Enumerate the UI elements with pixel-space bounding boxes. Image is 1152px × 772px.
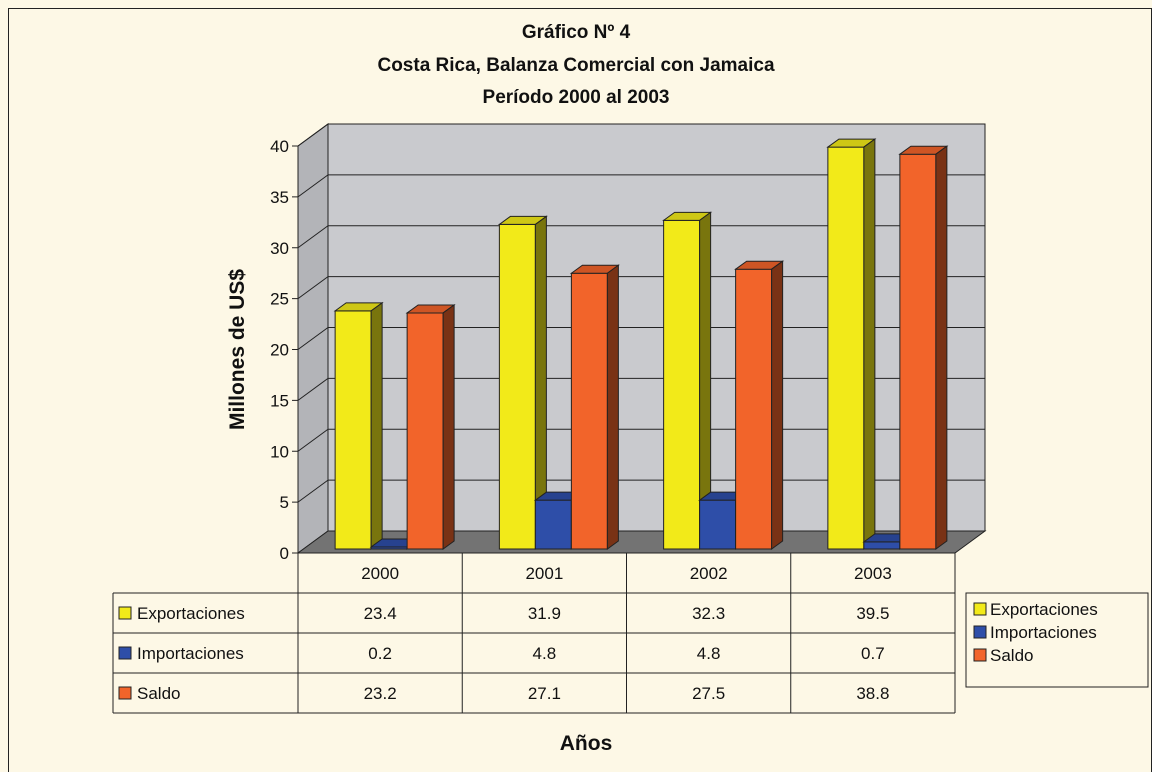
- bar-saldo-2001: [570, 272, 608, 550]
- bar-saldo-2003: [899, 153, 937, 550]
- legend-key: [973, 625, 987, 639]
- bar-saldo-2002: [735, 268, 773, 550]
- gridline-side: [297, 123, 329, 147]
- y-tick-label: 30: [270, 239, 289, 258]
- x-tick-label: 2003: [854, 564, 892, 583]
- bar-saldo-2000: [406, 312, 444, 550]
- bar-exportaciones-2001: [498, 223, 536, 550]
- bar-side-saldo-2002: [771, 260, 784, 550]
- table-cell-value: 27.1: [528, 684, 561, 703]
- y-tick-label: 40: [270, 137, 289, 156]
- table-cell-value: 39.5: [856, 604, 889, 623]
- table-cell-value: 4.8: [697, 644, 721, 663]
- bar-importaciones-2001: [534, 499, 572, 550]
- bar-side-saldo-2003: [935, 145, 948, 550]
- bar-exportaciones-2000: [334, 310, 372, 550]
- table-legend-key: [118, 606, 132, 620]
- bar-importaciones-2002: [699, 499, 737, 550]
- table-cell-value: 31.9: [528, 604, 561, 623]
- bar-importaciones-2003: [863, 541, 901, 550]
- legend-box: [965, 592, 1149, 688]
- y-tick-label: 10: [270, 442, 289, 461]
- table-series-label: Saldo: [137, 684, 180, 703]
- gridline-side: [297, 327, 329, 350]
- bar-side-exportaciones-2000: [370, 301, 383, 550]
- legend-label: Importaciones: [990, 623, 1097, 642]
- table-cell-value: 27.5: [692, 684, 725, 703]
- table-cell-value: 32.3: [692, 604, 725, 623]
- bar-side-exportaciones-2003: [863, 138, 876, 550]
- legend-key: [973, 648, 987, 662]
- bar-exportaciones-2003: [827, 146, 865, 550]
- y-tick-label: 35: [270, 188, 289, 207]
- table-cell-value: 23.4: [364, 604, 397, 623]
- gridline-side: [297, 428, 329, 452]
- table-legend-key: [118, 686, 132, 700]
- legend-label: Exportaciones: [990, 600, 1098, 619]
- x-axis-title: Años: [560, 732, 613, 755]
- table-legend-key: [118, 646, 132, 660]
- chart-title: Gráfico Nº 4: [521, 22, 631, 43]
- legend-key: [973, 602, 987, 616]
- table-cell-value: 23.2: [364, 684, 397, 703]
- gridline-side: [297, 174, 329, 198]
- gridline-side: [297, 225, 329, 249]
- chart-subtitle-2: Período 2000 al 2003: [482, 87, 670, 108]
- table-series-label: Importaciones: [137, 644, 244, 663]
- table-cell-value: 0.2: [368, 644, 392, 663]
- table-series-label: Exportaciones: [137, 604, 245, 623]
- x-tick-label: 2002: [690, 564, 728, 583]
- chart-subtitle-1: Costa Rica, Balanza Comercial con Jamaic…: [377, 55, 775, 76]
- table-cell-value: 38.8: [856, 684, 889, 703]
- table-cell-value: 0.7: [861, 644, 885, 663]
- gridline-side: [297, 276, 329, 300]
- gridline-side: [297, 479, 329, 503]
- x-tick-label: 2001: [525, 564, 563, 583]
- y-tick-label: 0: [280, 544, 289, 563]
- legend-label: Saldo: [990, 646, 1033, 665]
- bar-side-saldo-2001: [606, 264, 619, 550]
- x-tick-label: 2000: [361, 564, 399, 583]
- bar-exportaciones-2002: [663, 219, 701, 550]
- y-tick-label: 5: [280, 493, 289, 512]
- y-axis-title: Millones de US$: [226, 269, 249, 430]
- gridline-side: [297, 377, 329, 401]
- y-tick-label: 20: [270, 341, 289, 360]
- table-cell-value: 4.8: [533, 644, 557, 663]
- y-tick-label: 15: [270, 391, 289, 410]
- y-tick-label: 25: [270, 290, 289, 309]
- bar-side-saldo-2000: [442, 303, 455, 550]
